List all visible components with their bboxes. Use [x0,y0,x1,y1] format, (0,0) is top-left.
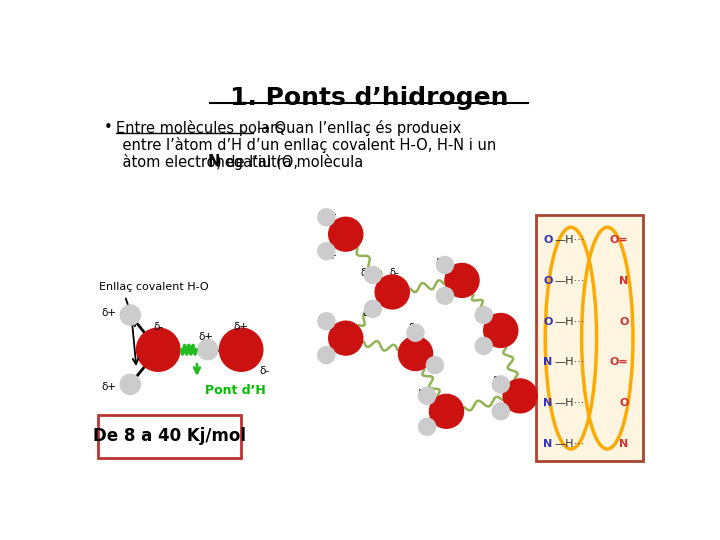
Text: O: O [544,275,553,286]
Circle shape [329,217,363,251]
Text: N: N [544,357,553,368]
Text: O=: O= [610,234,629,245]
Text: —H···: —H··· [554,234,585,245]
Text: δ-: δ- [259,366,269,376]
Text: O=: O= [610,357,629,368]
Text: N: N [544,399,553,408]
Text: 1. Ponts d’hidrogen: 1. Ponts d’hidrogen [230,86,508,110]
Bar [98,415,241,457]
Circle shape [436,287,454,304]
Bar [536,215,642,461]
Text: δ-: δ- [420,425,430,435]
Text: δ-: δ- [322,354,331,364]
Text: δ+: δ+ [444,414,457,424]
Circle shape [329,321,363,355]
Text: δ+: δ+ [476,308,490,318]
Text: δ+: δ+ [323,251,337,261]
Text: N: N [208,154,220,169]
Text: δ-: δ- [478,343,487,353]
Circle shape [492,376,509,393]
Text: δ+: δ+ [320,314,333,324]
Text: O: O [544,316,553,327]
Text: δ+: δ+ [102,382,117,392]
Circle shape [429,394,464,428]
Text: δ+: δ+ [436,258,449,268]
Text: —H···: —H··· [554,399,585,408]
Circle shape [137,328,180,372]
Text: δ+: δ+ [517,379,531,389]
Circle shape [407,325,424,341]
Circle shape [120,374,140,394]
Text: ) de l’altra molècula: ) de l’altra molècula [215,154,363,170]
Text: δ-: δ- [153,322,163,332]
Text: δ+: δ+ [492,375,506,386]
Circle shape [375,275,409,309]
Text: δ+: δ+ [233,322,248,332]
Text: δ+: δ+ [102,308,117,318]
Text: O: O [544,234,553,245]
Circle shape [318,242,335,260]
Text: —H···: —H··· [554,275,585,286]
Text: àtom electronegatiu (O,: àtom electronegatiu (O, [104,154,302,170]
Circle shape [318,209,335,226]
Circle shape [475,338,492,354]
Circle shape [120,305,140,325]
Text: δ-: δ- [438,295,447,306]
Circle shape [436,256,454,273]
Circle shape [475,307,492,323]
Text: δ+: δ+ [323,210,337,220]
Circle shape [492,403,509,420]
Text: O: O [619,399,629,408]
Text: Enllaç covalent H-O: Enllaç covalent H-O [99,281,209,292]
Text: δ+: δ+ [408,323,423,333]
Circle shape [445,264,479,298]
Text: Pont d’H: Pont d’H [204,384,266,397]
Circle shape [398,336,433,370]
Text: —H···: —H··· [554,440,585,449]
Text: N: N [619,440,629,449]
Circle shape [318,313,335,330]
Circle shape [318,347,335,363]
Circle shape [198,340,218,360]
Circle shape [503,379,537,413]
Circle shape [418,418,436,435]
Circle shape [418,387,436,404]
Text: → Quan l’enllaç és produeix: → Quan l’enllaç és produeix [253,120,461,136]
Circle shape [484,314,518,347]
Text: entre l’àtom d’H d’un enllaç covalent H-O, H-N i un: entre l’àtom d’H d’un enllaç covalent H-… [104,137,496,153]
Circle shape [364,300,382,318]
Text: De 8 a 40 Kj/mol: De 8 a 40 Kj/mol [93,427,246,446]
Text: —H···: —H··· [554,316,585,327]
Text: δ-: δ- [363,308,372,318]
Text: δ+: δ+ [418,389,432,400]
Circle shape [364,267,382,284]
Circle shape [426,356,444,374]
Text: δ+: δ+ [361,268,374,278]
Circle shape [220,328,263,372]
Text: O: O [619,316,629,327]
Text: δ-: δ- [434,362,444,373]
Text: N: N [619,275,629,286]
Text: δ-: δ- [495,410,504,420]
Text: —H···: —H··· [554,357,585,368]
Text: Entre molècules polars: Entre molècules polars [116,120,284,136]
Text: N: N [544,440,553,449]
Text: δ+: δ+ [199,332,214,342]
Text: δ-: δ- [389,268,398,278]
Text: •: • [104,120,122,135]
